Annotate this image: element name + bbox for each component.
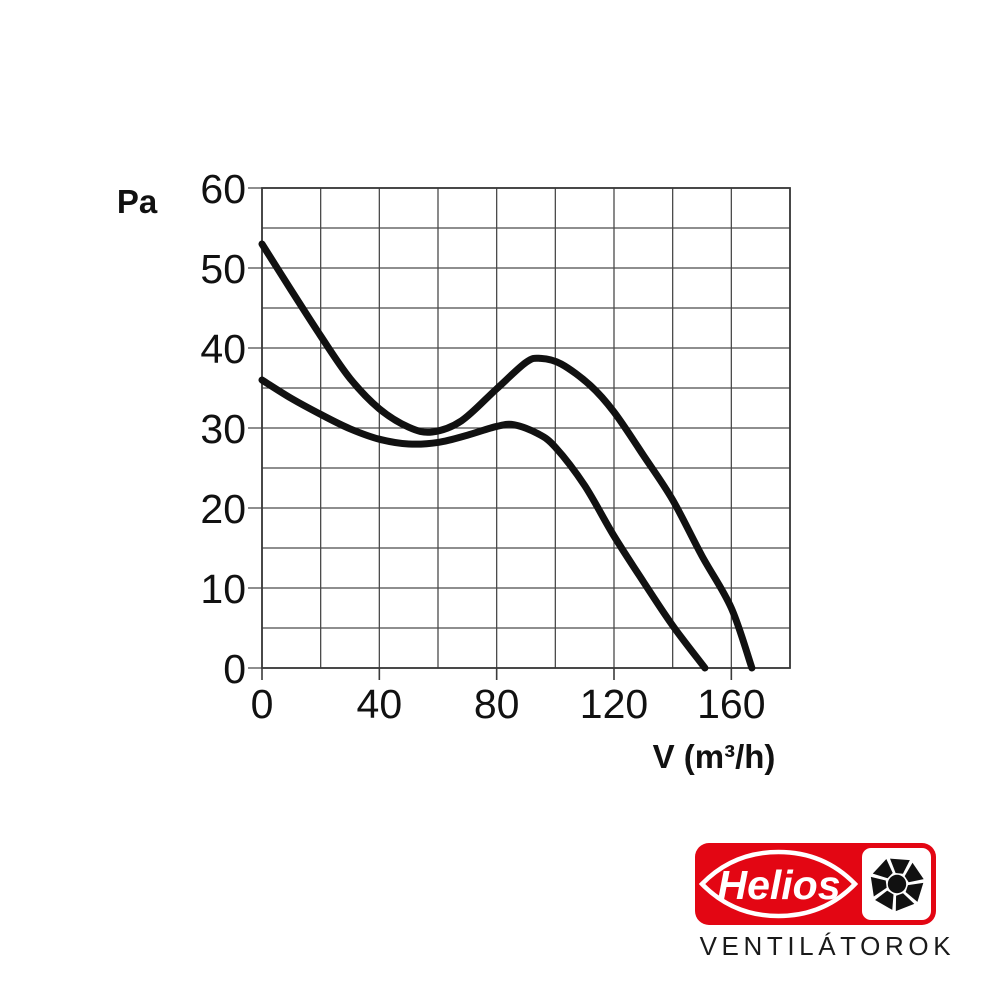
helios-logo-box: Helios bbox=[695, 843, 936, 925]
fan-curve-low-speed bbox=[258, 376, 709, 672]
logo-subtitle: VENTILÁTOROK bbox=[699, 931, 956, 961]
fan-blades bbox=[870, 858, 924, 912]
x-tick-label: 120 bbox=[580, 681, 648, 727]
chart-grid-and-curves: 0 40 80 120 160 0 10 20 30 40 50 60 bbox=[200, 166, 791, 727]
fan-hub bbox=[887, 874, 906, 894]
helios-swoosh-ellipse bbox=[698, 849, 859, 919]
fan-curve-high-speed bbox=[258, 240, 756, 672]
y-tick-label: 50 bbox=[200, 246, 246, 292]
y-tick-label: 20 bbox=[200, 486, 246, 532]
x-tick-label: 40 bbox=[357, 681, 403, 727]
fan-icon bbox=[870, 858, 924, 912]
y-tick-label: 0 bbox=[223, 646, 246, 692]
fan-panel bbox=[862, 848, 931, 920]
helios-wordmark-panel: Helios bbox=[698, 849, 859, 919]
y-tick-label: 40 bbox=[200, 326, 246, 372]
y-tick-label: 60 bbox=[200, 166, 246, 212]
helios-wordmark: Helios bbox=[717, 862, 840, 908]
y-tick-label: 30 bbox=[200, 406, 246, 452]
x-tick-label: 0 bbox=[251, 681, 274, 727]
y-tick-label: 10 bbox=[200, 566, 246, 612]
flow-axis-unit-label: V (m³/h) bbox=[653, 738, 776, 775]
x-tick-label: 160 bbox=[697, 681, 765, 727]
x-tick-label: 80 bbox=[474, 681, 520, 727]
pressure-axis-unit-label: Pa bbox=[117, 183, 158, 220]
plot-border bbox=[261, 187, 791, 669]
helios-logo: Helios VENTILÁTOROK bbox=[695, 843, 956, 962]
